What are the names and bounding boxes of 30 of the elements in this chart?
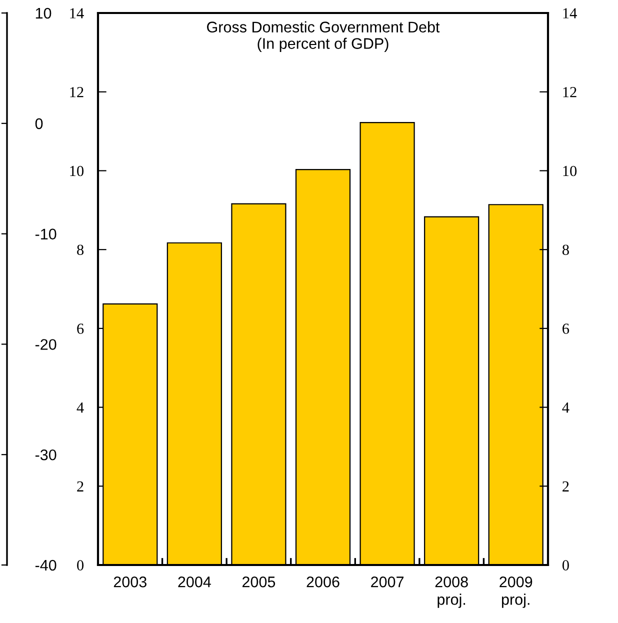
y2-tick-label: 0 [562, 560, 569, 570]
y2-tick-label: 2 [562, 481, 569, 492]
y-tick-label: 12 [70, 87, 84, 98]
x-tick-label: 2007 [371, 576, 404, 588]
x-tick-label: 2005 [242, 576, 276, 588]
x-tick-label: 2004 [178, 576, 211, 588]
x-tick-label: 2008 proj. [435, 576, 468, 608]
y-tick-label: 4 [76, 402, 84, 413]
text: Gross Domestic Government Debt (In percent of GDP) [207, 21, 440, 52]
y2-tick-label: 10 [563, 166, 577, 176]
y-tick-label: 2 [77, 481, 84, 492]
y-tick-label: 0 [77, 560, 84, 570]
y3-tick-label: 0 [35, 118, 43, 130]
y-tick-label: 10 [70, 166, 84, 176]
y-tick-label: 14 [70, 8, 84, 18]
y3-tick-label: -10 [35, 228, 56, 240]
x-tick-label: 2006 [306, 576, 340, 588]
y-tick-label: 8 [77, 244, 84, 256]
x-tick-label: 2009 proj. [500, 576, 532, 608]
y2-tick-label: 4 [562, 402, 570, 413]
y-tick-label: 6 [77, 324, 84, 334]
y3-tick-label: -40 [35, 560, 56, 571]
y3-tick-label: -20 [35, 339, 56, 350]
y3-tick-label: 10 [36, 8, 52, 19]
y2-tick-label: 12 [563, 87, 576, 98]
x-tick-label: 2003 [114, 576, 146, 588]
y2-tick-label: 14 [563, 8, 577, 18]
y2-tick-label: 8 [562, 244, 569, 256]
y2-tick-label: 6 [562, 324, 570, 334]
y3-tick-label: -30 [35, 449, 56, 460]
